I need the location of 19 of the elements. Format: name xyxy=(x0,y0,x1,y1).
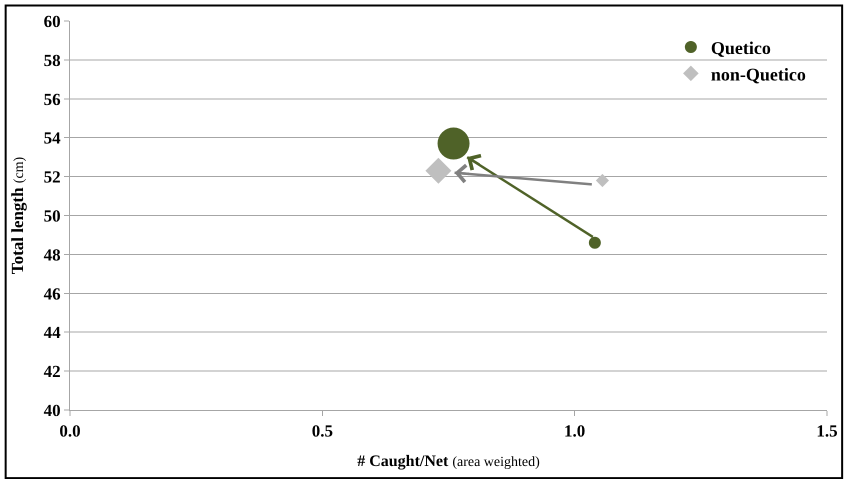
y-tick-label: 40 xyxy=(44,400,61,420)
y-tick-label: 58 xyxy=(44,50,61,70)
y-tick-label: 42 xyxy=(44,362,61,382)
x-tick-label: 1.0 xyxy=(564,421,586,440)
x-axis-title: # Caught/Net (area weighted) xyxy=(357,453,540,470)
x-tick-label: 1.5 xyxy=(816,421,838,440)
y-tick-label: 48 xyxy=(44,245,61,264)
y-tick-label: 56 xyxy=(44,90,61,109)
x-tick-label: 0.5 xyxy=(312,421,333,440)
y-tick-label: 54 xyxy=(44,128,62,148)
y-tick-label: 60 xyxy=(44,12,61,31)
y-tick-label: 46 xyxy=(44,284,61,304)
y-tick-label: 52 xyxy=(44,168,61,187)
y-tick-label: 44 xyxy=(44,323,62,342)
legend-label: non-Quetico xyxy=(710,64,806,84)
x-tick-label: 0.0 xyxy=(59,421,81,440)
y-axis-title: Total length (cm) xyxy=(8,156,28,274)
legend-label: Quetico xyxy=(710,38,771,58)
y-tick-label: 50 xyxy=(44,206,61,226)
